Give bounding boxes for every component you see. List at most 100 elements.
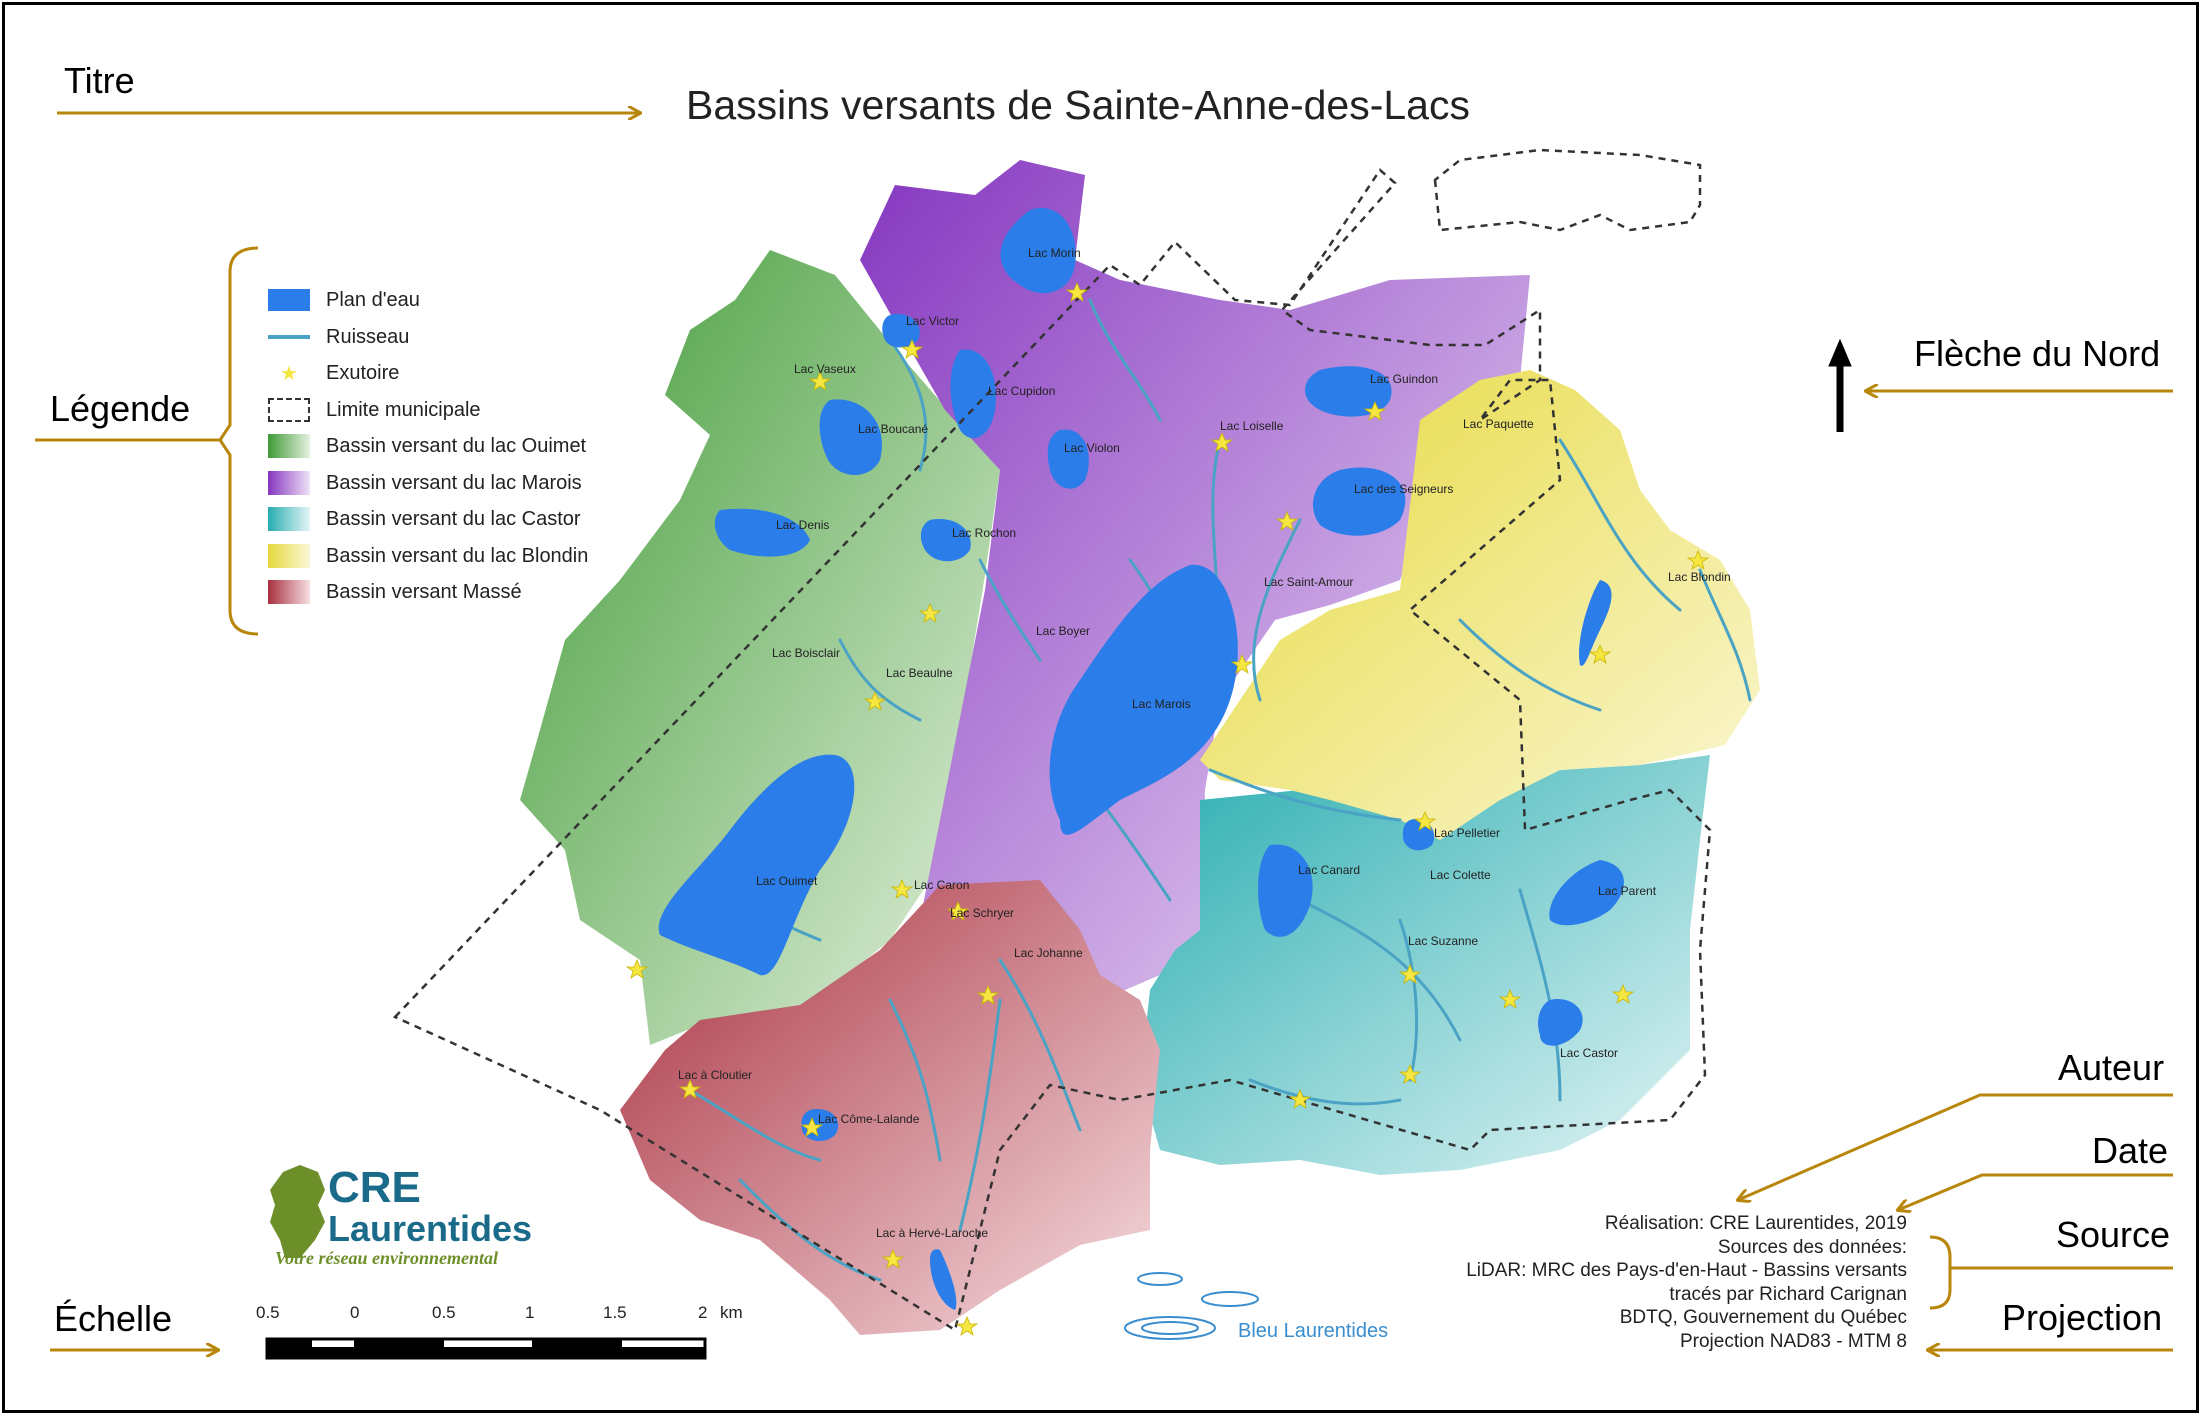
outlets (625, 281, 1710, 1336)
lake-violon (1047, 429, 1089, 489)
legend-item-limit: Limite municipale (268, 395, 481, 425)
lake-seigneurs (1312, 467, 1406, 536)
outlet-star (808, 370, 832, 391)
lake-cupidon (950, 349, 996, 439)
lake-label: Lac Schryer (950, 906, 1015, 920)
credit-source-2: tracés par Richard Carignan (1669, 1283, 1907, 1305)
legend-item-masse: Bassin versant Massé (268, 577, 522, 607)
scale-label: 2 (698, 1303, 708, 1322)
outlet-star (1498, 988, 1522, 1009)
lake-label: Lac Canard (1298, 863, 1361, 877)
credits: Réalisation: CRE Laurentides, 2019 Sourc… (1380, 1212, 1907, 1353)
outlet-star (800, 1116, 824, 1137)
cre-logo: CRE Laurentides (328, 1166, 532, 1248)
bleu-laurentides-logo: Bleu Laurentides (1238, 1320, 1389, 1342)
outlet-star (881, 1248, 905, 1269)
scale-label: 0.5 (256, 1303, 280, 1322)
callout-fleche-nord: Flèche du Nord (1914, 333, 2161, 374)
outlet-star (1686, 549, 1710, 570)
legend-label: Exutoire (326, 361, 400, 384)
lake-label: Lac Paquette (1463, 417, 1534, 431)
outlet-star (1363, 400, 1387, 421)
lake-label: Lac Boisclair (772, 646, 841, 660)
lake-parent (1549, 860, 1624, 926)
scale-label: 0.5 (432, 1303, 456, 1322)
lake-denis (714, 508, 810, 557)
bleu-laurentides-icon (1124, 1272, 1259, 1340)
arrow-north-head (1828, 338, 1852, 367)
lake-rochon (920, 519, 971, 562)
outlet-star (976, 984, 1000, 1005)
legend-label: Limite municipale (326, 398, 481, 421)
lake-label: Lac Loiselle (1220, 419, 1284, 433)
lake-label: Lac Suzanne (1408, 934, 1479, 948)
callout-arrows (35, 113, 2173, 1350)
lake-label: Lac Morin (1028, 246, 1081, 260)
credit-sources-heading: Sources des données: (1717, 1236, 1907, 1258)
scale-bar (265, 1337, 707, 1360)
callout-auteur: Auteur (2058, 1047, 2165, 1088)
lake-label: Lac Pelletier (1434, 826, 1501, 840)
outlet-star (1065, 281, 1089, 302)
scale-label: 0 (350, 1303, 360, 1322)
outlet-star (946, 900, 970, 921)
legend-item-blondin: Bassin versant du lac Blondin (268, 541, 588, 571)
lake-label: Lac Parent (1598, 884, 1657, 898)
star-icon: ★ (280, 362, 298, 385)
gradient-swatch-icon (268, 544, 310, 568)
lake-morin (1000, 208, 1076, 294)
arrow-date (1898, 1173, 2173, 1210)
legend-item-marois: Bassin versant du lac Marois (268, 468, 582, 498)
legend-label: Bassin versant du lac Blondin (326, 544, 589, 567)
outlet-star (678, 1078, 702, 1099)
gradient-swatch-icon (268, 471, 310, 495)
lake-marois (1049, 564, 1238, 835)
lake-label: Lac Beaulne (886, 666, 953, 680)
brace-source (1929, 1235, 1960, 1310)
gradient-swatch-icon (268, 580, 310, 604)
water-bodies (658, 208, 1624, 1310)
outlet-star (1398, 963, 1422, 984)
cre-tagline: Votre réseau environnemental (275, 1248, 499, 1268)
outlet-star (955, 1315, 979, 1336)
map-title: Bassins versants de Sainte-Anne-des-Lacs (686, 82, 1470, 128)
outlet-star (1611, 983, 1635, 1004)
callout-date: Date (2092, 1130, 2169, 1171)
lake-label: Lac Johanne (1014, 946, 1083, 960)
credit-author: Réalisation: CRE Laurentides, 2019 (1604, 1213, 1907, 1234)
lake-label: Lac Ouimet (756, 874, 818, 888)
legend-item-ouimet: Bassin versant du lac Ouimet (268, 431, 586, 461)
watershed-masse (620, 880, 1160, 1335)
outlet-star (918, 602, 942, 623)
watershed-blondin (1200, 370, 1760, 840)
credit-projection: Projection NAD83 - MTM 8 (1679, 1330, 1907, 1352)
legend-item-water: Plan d'eau (268, 285, 420, 315)
gradient-swatch-icon (268, 434, 310, 458)
lake-label: Lac Boyer (1036, 624, 1091, 638)
legend-label: Bassin versant du lac Ouimet (326, 434, 587, 457)
legend-label: Plan d'eau (326, 288, 420, 311)
lake-canard (1258, 844, 1313, 937)
lake-blondin (1579, 580, 1612, 666)
lake-label: Lac Violon (1064, 441, 1120, 455)
lake-victor (882, 314, 920, 348)
lake-label: Lac Castor (1560, 1046, 1619, 1060)
water-swatch-icon (268, 288, 310, 312)
lake-label: Lac Guindon (1370, 372, 1439, 386)
lake-castor (1538, 999, 1583, 1046)
cre-logo-icon (270, 1165, 325, 1258)
outlet-star (1398, 1063, 1422, 1084)
outlet-star (890, 878, 914, 899)
outlet-star (1275, 510, 1299, 531)
legend-item-outlet: ★ Exutoire (268, 358, 399, 388)
legend-item-stream: Ruisseau (268, 322, 409, 352)
legend-label: Bassin versant du lac Castor (326, 507, 581, 530)
gradient-swatch-icon (268, 507, 310, 531)
callout-legende: Légende (50, 388, 191, 429)
outlet-star (863, 690, 887, 711)
lake-label: Lac Denis (776, 518, 830, 532)
lake-label: Lac Boucané (858, 422, 929, 436)
dashed-box-icon (268, 398, 310, 422)
lake-label: Lac des Seigneurs (1354, 482, 1454, 496)
outlet-star (1588, 643, 1612, 664)
